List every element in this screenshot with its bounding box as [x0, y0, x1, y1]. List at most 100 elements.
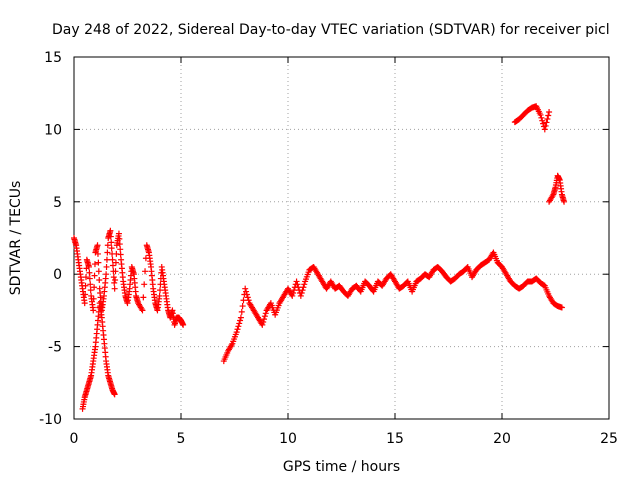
data-point — [85, 263, 92, 270]
data-point — [86, 269, 93, 276]
data-point — [236, 320, 243, 327]
data-point — [539, 117, 546, 124]
data-point — [157, 287, 164, 294]
data-point — [538, 114, 545, 121]
data-point — [141, 281, 148, 288]
data-point — [117, 246, 124, 253]
data-point — [140, 294, 147, 301]
data-point — [300, 284, 307, 291]
data-point — [297, 292, 304, 299]
data-point — [116, 241, 123, 248]
data-point — [103, 256, 110, 263]
data-point — [242, 285, 249, 292]
data-point — [94, 242, 101, 249]
data-point — [290, 290, 297, 297]
data-point — [558, 304, 565, 311]
data-point — [90, 295, 97, 302]
data-point — [139, 307, 146, 314]
data-point — [237, 314, 244, 321]
data-points — [71, 103, 568, 412]
data-point — [142, 268, 149, 275]
data-point — [95, 259, 102, 266]
data-point — [104, 242, 111, 249]
data-point — [543, 119, 550, 126]
data-point — [243, 288, 250, 295]
data-point — [546, 109, 553, 116]
data-point — [90, 307, 97, 314]
data-point — [234, 326, 241, 333]
y-tick-label: -10 — [39, 412, 62, 428]
data-point — [112, 268, 119, 275]
data-point — [244, 294, 251, 301]
data-point — [542, 122, 549, 129]
data-point — [91, 261, 98, 268]
y-axis: -10 -5 0 5 10 15 — [39, 50, 609, 428]
data-point — [108, 245, 115, 252]
data-point — [108, 239, 115, 246]
y-tick-label: -5 — [48, 340, 62, 356]
data-point — [82, 291, 89, 298]
data-point — [295, 284, 302, 291]
x-axis: 0 5 10 15 20 25 — [70, 57, 618, 447]
data-point — [259, 321, 266, 328]
data-point — [103, 271, 110, 278]
data-point — [109, 256, 116, 263]
x-tick-label: 20 — [493, 431, 511, 447]
y-tick-label: 10 — [44, 122, 62, 138]
data-point — [116, 235, 123, 242]
data-point — [545, 112, 552, 119]
data-point — [233, 329, 240, 336]
x-tick-label: 0 — [70, 431, 79, 447]
data-point — [81, 300, 88, 307]
data-point — [82, 274, 89, 281]
data-point — [117, 251, 124, 258]
data-point — [290, 287, 297, 294]
data-point — [115, 230, 122, 237]
data-point — [91, 272, 98, 279]
data-point — [87, 287, 94, 294]
data-point — [544, 115, 551, 122]
data-point — [107, 233, 114, 240]
data-point — [110, 274, 117, 281]
x-tick-label: 25 — [600, 431, 618, 447]
data-point — [293, 278, 300, 285]
y-tick-label: 15 — [44, 50, 62, 66]
data-point — [240, 297, 247, 304]
data-point — [156, 292, 163, 299]
data-point — [103, 263, 110, 270]
data-point — [239, 303, 246, 310]
data-point — [298, 290, 305, 297]
data-point — [261, 316, 268, 323]
grid — [74, 57, 609, 419]
data-point — [112, 259, 119, 266]
data-point — [299, 287, 306, 294]
data-point — [95, 268, 102, 275]
data-point — [238, 308, 245, 315]
data-point — [94, 250, 101, 257]
chart-title: Day 248 of 2022, Sidereal Day-to-day VTE… — [52, 22, 610, 38]
data-point — [111, 285, 118, 292]
data-point — [111, 391, 118, 398]
y-axis-label: SDTVAR / TECUs — [8, 181, 24, 296]
data-point — [260, 318, 267, 325]
data-point — [86, 275, 93, 282]
data-point — [237, 317, 244, 324]
data-point — [91, 284, 98, 291]
data-point — [235, 323, 242, 330]
data-point — [289, 292, 296, 299]
x-axis-label: GPS time / hours — [283, 459, 400, 475]
data-point — [261, 313, 268, 320]
data-point — [111, 279, 118, 286]
data-point — [245, 297, 252, 304]
data-point — [104, 249, 111, 256]
x-tick-label: 5 — [177, 431, 186, 447]
data-point — [82, 282, 89, 289]
y-tick-label: 5 — [53, 195, 62, 211]
data-point — [294, 281, 301, 288]
y-tick-label: 0 — [53, 267, 62, 283]
data-point — [87, 281, 94, 288]
data-point — [180, 321, 187, 328]
data-point — [243, 291, 250, 298]
data-point — [112, 276, 119, 283]
